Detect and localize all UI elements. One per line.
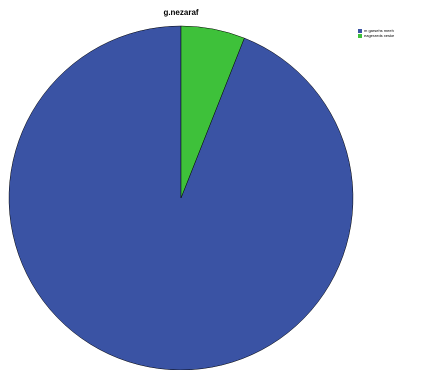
pie-slice-1 bbox=[8, 25, 354, 370]
legend-entry-1: m garsehs meeh bbox=[358, 28, 394, 33]
legend-entry-2: eagerzeds xeske bbox=[358, 33, 394, 38]
chart-title: g.nezaraf bbox=[163, 8, 199, 17]
legend-label-1: m garsehs meeh bbox=[364, 28, 394, 33]
legend: m garsehs meeh eagerzeds xeske bbox=[358, 28, 394, 38]
legend-swatch-1 bbox=[358, 28, 362, 33]
pie-slices bbox=[8, 25, 354, 370]
legend-swatch-2 bbox=[358, 33, 362, 38]
legend-label-2: eagerzeds xeske bbox=[364, 33, 395, 38]
pie-slice-2 bbox=[180, 25, 245, 199]
